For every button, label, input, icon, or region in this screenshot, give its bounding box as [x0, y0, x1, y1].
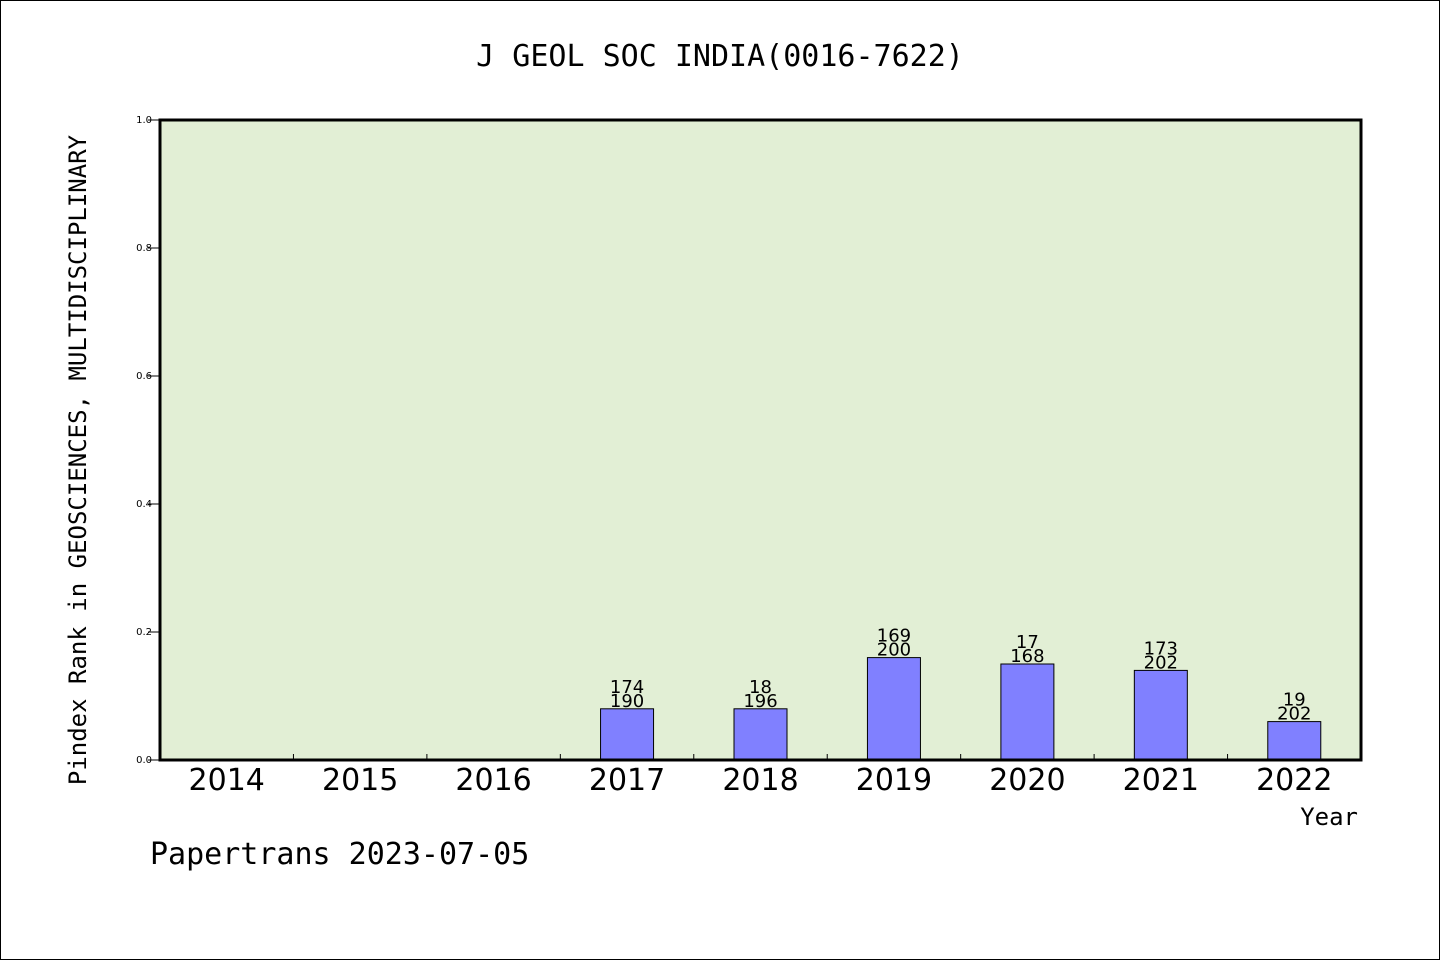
credit-text: Papertrans 2023-07-05: [150, 837, 529, 872]
bar-label-top: 173: [1144, 638, 1178, 659]
bar: [1000, 663, 1055, 761]
plot-area: [160, 120, 1361, 760]
bar: [733, 708, 788, 761]
y-tick-label: 0.8: [136, 243, 152, 254]
bar-label-top: 19: [1283, 690, 1306, 711]
y-tick-label: 0.4: [136, 499, 152, 510]
bar-label-top: 169: [877, 626, 911, 647]
bar: [1133, 669, 1188, 761]
y-tick-label: 0.6: [136, 371, 152, 382]
x-axis-label: Year: [1300, 803, 1358, 831]
chart-title: J GEOL SOC INDIA(0016-7622): [476, 39, 964, 74]
x-axis: 2014 2015 2016 2017 2018 2019 2020 2021 2022: [189, 754, 1332, 798]
x-tick-label: 2015: [322, 763, 398, 798]
x-tick-label: 2016: [455, 763, 531, 798]
y-tick-label: 0.2: [136, 627, 152, 638]
plot-border: [158, 118, 1363, 762]
y-axis: 0.0 0.2 0.4 0.6 0.8 1.0: [136, 115, 160, 766]
x-tick-label: 2014: [189, 763, 265, 798]
x-tick-label: 2022: [1256, 763, 1332, 798]
bar-label-top: 18: [749, 677, 772, 698]
x-tick-label: 2019: [856, 763, 932, 798]
bar-label-top: 17: [1016, 632, 1039, 653]
bar: [600, 708, 655, 761]
bar-label-bottom: 202: [1277, 704, 1311, 725]
y-tick-label: 1.0: [136, 115, 152, 126]
x-tick-label: 2020: [989, 763, 1065, 798]
x-tick-label: 2017: [589, 763, 665, 798]
bar-label-bottom: 196: [743, 691, 777, 712]
y-tick-label: 0.0: [136, 755, 152, 766]
y-axis-label: Pindex Rank in GEOSCIENCES, MULTIDISCIPL…: [64, 134, 92, 785]
bar-label-bottom: 200: [877, 640, 911, 661]
bar-label-bottom: 190: [610, 691, 644, 712]
bar-label-bottom: 168: [1010, 646, 1044, 667]
bar: [1267, 721, 1322, 761]
bar-label-bottom: 202: [1144, 652, 1178, 673]
bar-label-top: 174: [610, 677, 644, 698]
bar: [866, 657, 921, 761]
x-tick-label: 2018: [722, 763, 798, 798]
x-tick-label: 2021: [1123, 763, 1199, 798]
